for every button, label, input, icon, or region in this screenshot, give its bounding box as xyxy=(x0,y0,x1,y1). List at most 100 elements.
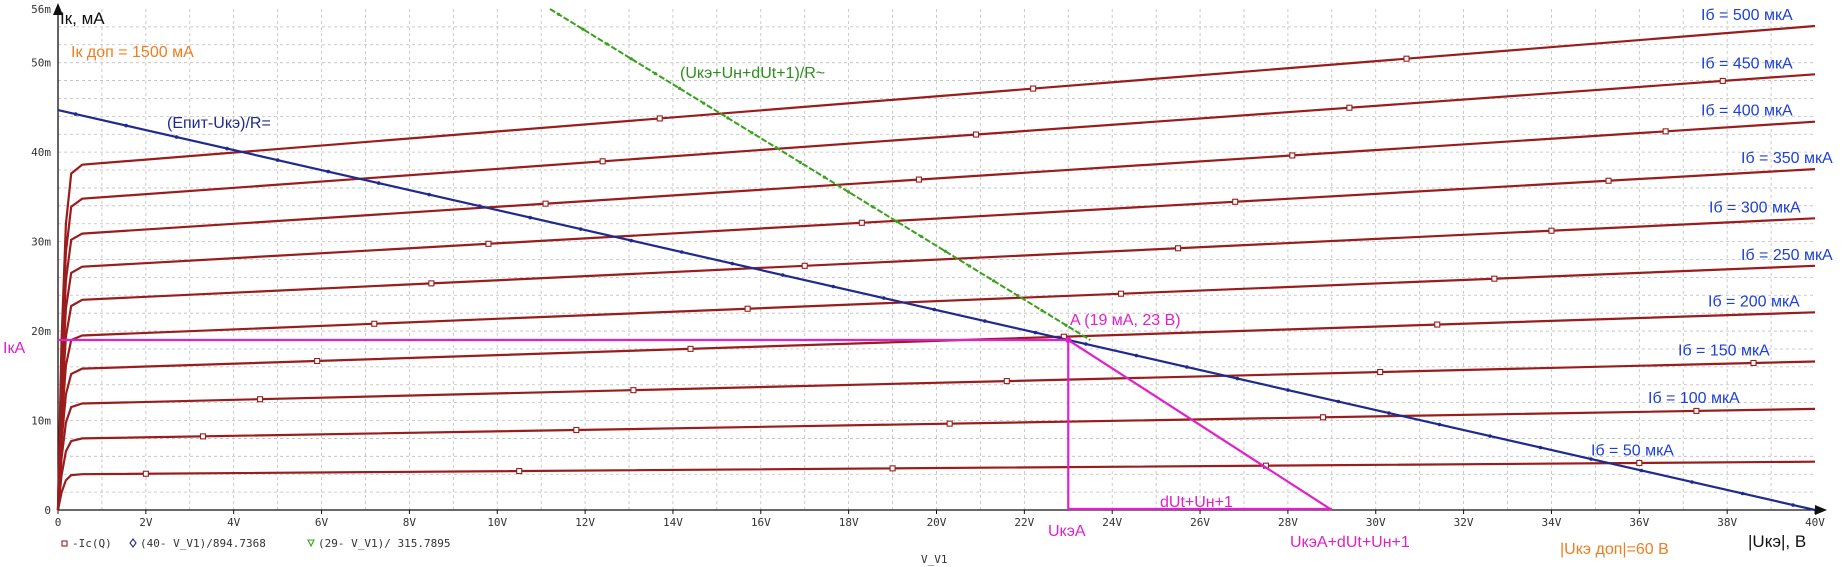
legend: -Ic(Q) (40- V_V1)/894.7368 (29- V_V1)/ 315… xyxy=(61,537,450,550)
ic-marker xyxy=(1289,152,1296,159)
dc-marker xyxy=(376,181,381,185)
dc-marker xyxy=(629,238,634,243)
ic-marker xyxy=(371,320,378,327)
x-tick-label: 40V xyxy=(1805,516,1825,529)
dc-load-line xyxy=(57,109,1816,512)
ic-marker xyxy=(1491,275,1498,282)
dc-load-line-label: (Eпит-Uкэ)/R= xyxy=(167,115,271,132)
x-tick-labels: 0 2V 4V 6V 8V 10V 12V 14V 16V 18V 20V 22V 24V 26V 28V 3… xyxy=(55,510,1825,529)
dc-marker xyxy=(275,158,280,162)
ac-marker xyxy=(1040,308,1044,313)
ukea-label: UкэA xyxy=(1048,523,1086,540)
x-tick-label: 30V xyxy=(1366,516,1386,529)
y-tick-label: 40m xyxy=(31,146,51,159)
dc-marker xyxy=(225,146,229,151)
ic-max-label: Iк доп = 1500 мА xyxy=(71,44,194,61)
dc-marker xyxy=(730,261,735,266)
bottom-axis-name: V_V1 xyxy=(921,553,948,566)
dc-marker xyxy=(1033,330,1038,335)
ac-marker xyxy=(605,42,609,46)
ac-marker xyxy=(992,279,996,283)
base-current-label: Iб = 250 мкА xyxy=(1741,247,1833,264)
ac-marker xyxy=(967,264,972,268)
dc-marker xyxy=(73,112,78,116)
ac-marker xyxy=(581,27,585,31)
ac-projection-line xyxy=(1067,339,1333,511)
dc-marker xyxy=(1387,411,1391,415)
ic-marker xyxy=(1003,378,1010,385)
dc-marker xyxy=(1134,353,1139,358)
dc-marker xyxy=(932,307,937,312)
ic-marker xyxy=(485,240,492,247)
dc-marker xyxy=(780,273,785,277)
ac-marker xyxy=(895,220,899,224)
collector-curves xyxy=(56,24,1816,511)
x-tick-label: 24V xyxy=(1102,516,1122,529)
x-tick-label: 4V xyxy=(227,516,241,529)
x-tick-label: 12V xyxy=(575,516,595,529)
ic-marker xyxy=(573,426,580,434)
x-tick-label: 8V xyxy=(403,516,417,529)
y-axis-arrow xyxy=(53,3,63,15)
base-current-label: Iб = 50 мкА xyxy=(1591,443,1674,460)
ac-marker xyxy=(943,249,947,253)
ic-marker xyxy=(972,131,980,138)
uce-max-label: |Uкэ доп|=60 В xyxy=(1560,541,1669,558)
ic-curve xyxy=(56,460,1816,511)
base-current-label: Iб = 100 мкА xyxy=(1648,390,1740,407)
x-tick-label: 2V xyxy=(139,516,153,529)
ic-marker xyxy=(1377,368,1384,376)
ac-marker xyxy=(919,234,923,239)
ic-marker xyxy=(1719,77,1726,84)
dc-marker xyxy=(528,215,532,220)
y-tick-label: 0 xyxy=(44,504,51,517)
ic-marker xyxy=(1403,55,1410,62)
ic-marker xyxy=(1232,198,1239,205)
ic-marker xyxy=(1662,128,1669,135)
dc-marker xyxy=(679,250,684,254)
ic-marker xyxy=(915,176,922,183)
ac-marker xyxy=(774,145,778,150)
ic-marker xyxy=(1605,177,1612,184)
ac-load-line-label: (Uкэ+Uн+dUt+1)/R~ xyxy=(680,65,825,82)
ac-marker xyxy=(798,160,802,164)
ac-marker xyxy=(822,175,827,179)
operating-point-label: A (19 мА, 23 В) xyxy=(1070,312,1181,329)
x-tick-label: 0 xyxy=(55,516,62,529)
ic-marker xyxy=(858,219,865,226)
dc-marker xyxy=(1791,503,1795,507)
x-tick-label: 32V xyxy=(1454,516,1474,529)
ika-label: IкA xyxy=(3,340,25,357)
ic-marker xyxy=(516,468,523,475)
dc-marker xyxy=(1185,365,1189,369)
y-tick-label: 20m xyxy=(31,325,51,338)
ic-marker xyxy=(599,158,606,165)
ac-load-line xyxy=(549,8,1091,341)
dc-marker xyxy=(1437,422,1442,427)
x-tick-label: 38V xyxy=(1717,516,1737,529)
legend-marker xyxy=(129,538,137,548)
base-current-label: Iб = 200 мкА xyxy=(1708,293,1800,310)
legend-marker xyxy=(61,540,68,547)
dc-marker xyxy=(983,319,987,323)
x-tick-label: 26V xyxy=(1190,516,1210,529)
legend-marker xyxy=(307,539,315,548)
dc-marker xyxy=(174,135,179,139)
x-tick-label: 28V xyxy=(1278,516,1298,529)
dc-marker xyxy=(427,192,431,197)
ac-marker xyxy=(750,131,754,135)
y-tick-label: 50m xyxy=(31,57,51,70)
base-current-label: Iб = 150 мкА xyxy=(1678,342,1770,359)
ic-marker xyxy=(1693,407,1700,414)
ic-marker xyxy=(801,262,808,269)
x-tick-label: 6V xyxy=(315,516,329,529)
ac-marker xyxy=(1016,294,1020,298)
ic-marker xyxy=(1030,85,1037,92)
ac-marker xyxy=(726,116,730,120)
ic-marker xyxy=(1636,459,1643,467)
operating-point-construction xyxy=(58,337,1333,511)
x-tick-label: 10V xyxy=(487,516,507,529)
dc-marker xyxy=(1589,457,1593,461)
load-lines xyxy=(57,8,1816,512)
